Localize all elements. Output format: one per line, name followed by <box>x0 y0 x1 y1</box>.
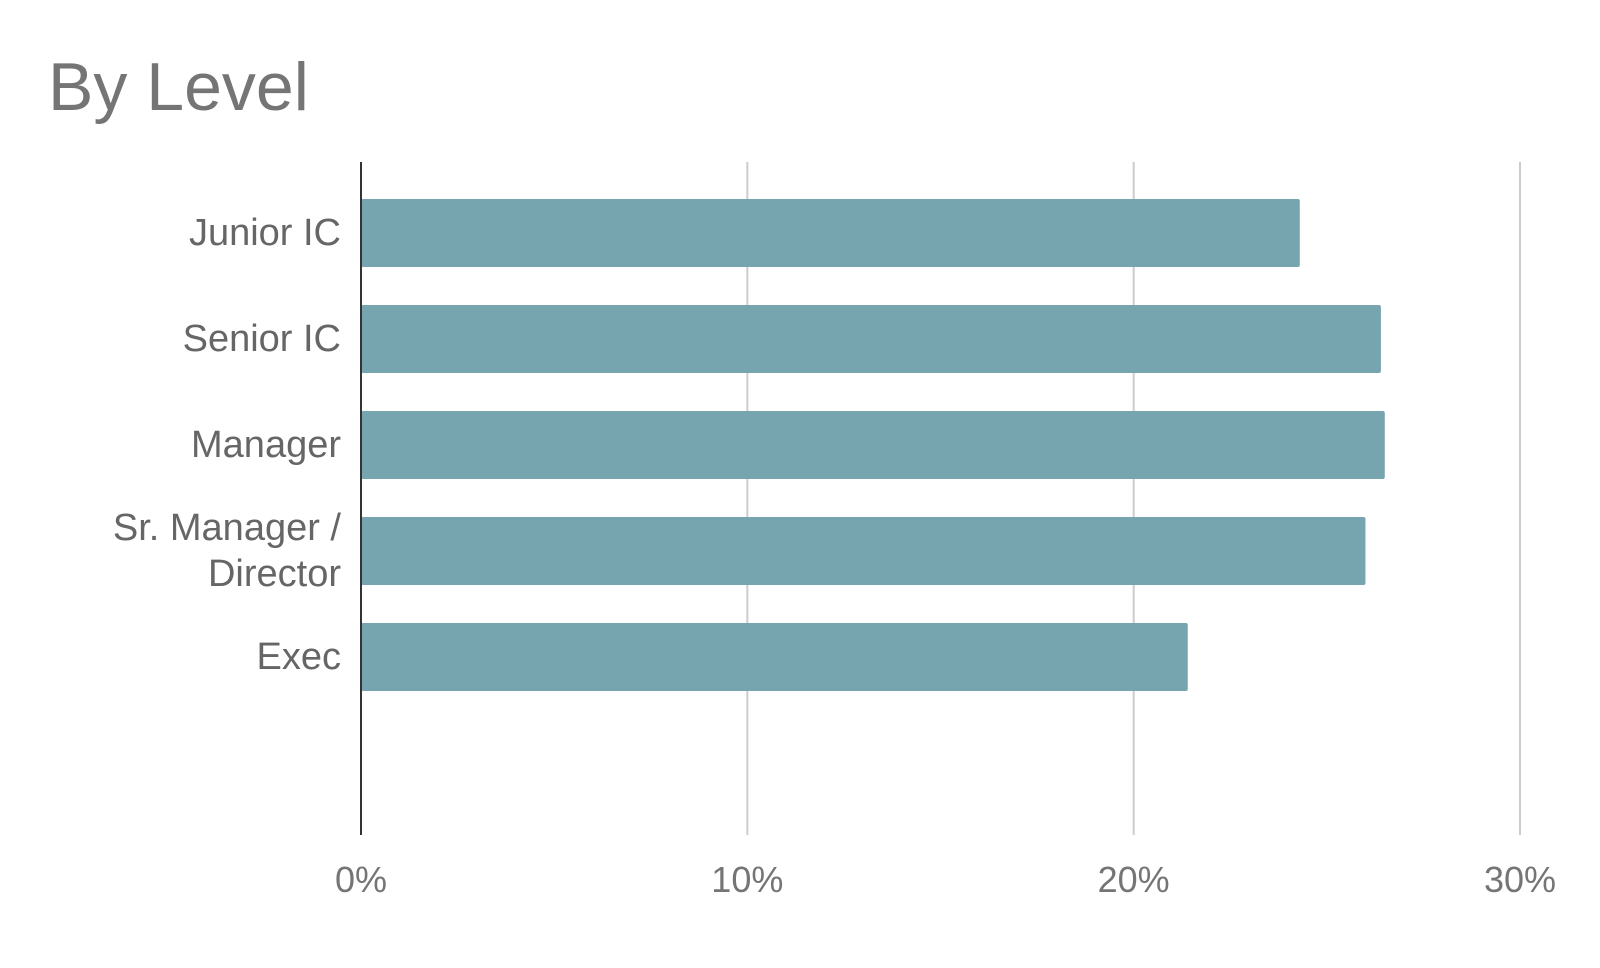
y-tick-label: Exec <box>256 636 341 678</box>
y-tick-label: Sr. Manager / Director <box>112 507 341 595</box>
bar <box>361 305 1381 373</box>
bar <box>361 517 1366 585</box>
x-tick-label: 10% <box>711 859 783 900</box>
bar <box>361 411 1385 479</box>
bar <box>361 199 1300 267</box>
chart-title: By Level <box>48 49 309 125</box>
y-tick-label: Senior IC <box>182 318 341 360</box>
x-tick-label: 0% <box>335 859 387 900</box>
y-tick-label: Junior IC <box>188 212 341 254</box>
x-tick-label: 30% <box>1484 859 1556 900</box>
bar <box>361 623 1188 691</box>
x-tick-label: 20% <box>1098 859 1170 900</box>
y-tick-label: Manager <box>191 424 341 466</box>
